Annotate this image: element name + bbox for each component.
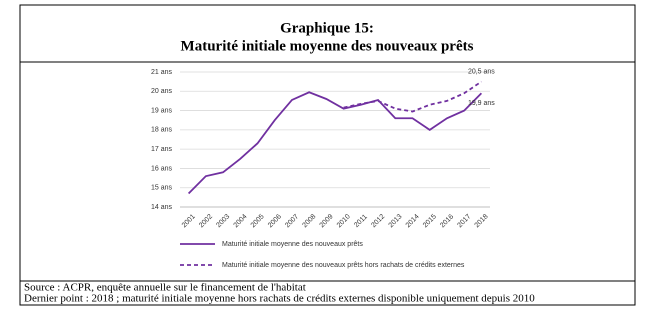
x-tick-label: 2011 [353,213,369,229]
x-tick-label: 2016 [439,213,455,229]
x-tick-label: 2014 [405,213,421,229]
x-tick-label: 2010 [336,213,352,229]
y-tick-label: 21 ans [151,69,173,76]
x-tick-label: 2007 [284,213,300,229]
x-tick-label: 2009 [319,213,335,229]
x-tick-label: 2004 [233,213,249,229]
x-tick-label: 2001 [181,213,197,229]
y-tick-label: 19 ans [151,107,173,114]
legend-label: Maturité initiale moyenne des nouveaux p… [222,241,363,248]
legend-label: Maturité initiale moyenne des nouveaux p… [222,262,465,269]
frame [19,4,636,306]
source: Source : ACPR, enquête annuelle sur le f… [24,282,306,294]
x-tick-label: 2005 [250,213,266,229]
x-tick-label: 2008 [301,213,317,229]
title: Graphique 15: [280,20,374,36]
x-tick-label: 2002 [198,213,214,229]
y-tick-label: 14 ans [151,204,173,211]
y-tick-label: 20 ans [151,88,173,95]
x-tick-label: 2003 [215,213,231,229]
value-label: 20,5 ans [468,68,495,75]
x-tick-label: 2006 [267,213,283,229]
x-tick-label: 2018 [474,213,490,229]
y-tick-label: 18 ans [151,127,173,134]
y-tick-label: 16 ans [151,165,173,172]
x-tick-label: 2013 [388,213,404,229]
x-tick-label: 2012 [370,213,386,229]
y-tick-label: 15 ans [151,185,173,192]
x-tick-label: 2017 [456,213,472,229]
series-line [343,80,482,113]
series-line [187,91,483,195]
x-tick-label: 2015 [422,213,438,229]
subtitle: Maturité initiale moyenne des nouveaux p… [181,38,474,54]
y-tick-label: 17 ans [151,146,173,153]
note: Dernier point : 2018 ; maturité initiale… [24,293,535,305]
value-label: 19,9 ans [468,100,495,107]
